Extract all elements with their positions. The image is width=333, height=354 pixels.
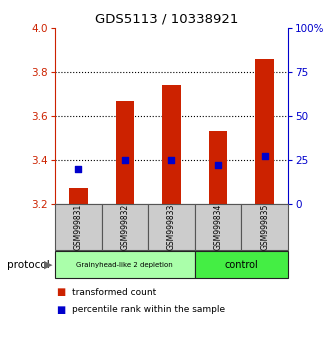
Text: GSM999832: GSM999832 [120,204,130,250]
Text: GSM999831: GSM999831 [74,204,83,250]
Text: GSM999835: GSM999835 [260,203,269,250]
Bar [116,101,134,204]
Text: ■: ■ [57,305,66,315]
Point [76,166,81,171]
Point [262,153,267,159]
Bar [55,251,195,278]
Bar [69,188,88,204]
Text: percentile rank within the sample: percentile rank within the sample [72,305,225,314]
Text: Grainyhead-like 2 depletion: Grainyhead-like 2 depletion [77,262,173,268]
Bar [148,204,195,250]
Bar [102,204,148,250]
Text: protocol: protocol [7,259,49,270]
Text: control: control [224,259,258,270]
Text: GSM999834: GSM999834 [213,203,223,250]
Bar [162,85,181,204]
Point [215,162,221,168]
Bar [255,59,274,204]
Bar [241,204,288,250]
Bar [55,204,102,250]
Text: GDS5113 / 10338921: GDS5113 / 10338921 [95,12,238,25]
Text: transformed count: transformed count [72,287,156,297]
Point [169,157,174,162]
Text: ▶: ▶ [44,259,53,270]
Point [122,157,128,162]
Bar [195,251,288,278]
Text: ■: ■ [57,287,66,297]
Bar [209,131,227,204]
Bar [195,204,241,250]
Text: GSM999833: GSM999833 [167,203,176,250]
